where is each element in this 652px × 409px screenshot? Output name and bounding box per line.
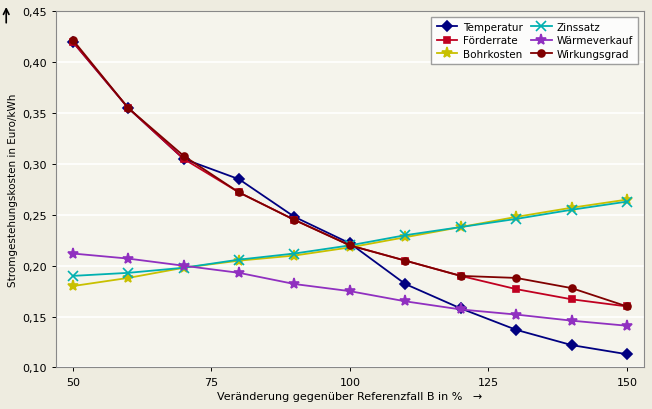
Temperatur (291, 215, 299, 220)
Bohrkosten (125, 276, 132, 281)
Bohrkosten (512, 215, 520, 220)
Wärmeverkauf (512, 312, 520, 317)
Förderrate (125, 106, 132, 111)
Wärmeverkauf (291, 282, 299, 287)
Temperatur (512, 328, 520, 333)
Wirkungsgrad (623, 304, 631, 309)
Bohrkosten (180, 265, 188, 270)
Wärmeverkauf (346, 289, 354, 294)
Bohrkosten (291, 254, 299, 258)
Zinssatz (402, 233, 409, 238)
Y-axis label: Stromgestehungskosten in Euro/kWh: Stromgestehungskosten in Euro/kWh (8, 94, 18, 286)
Line: Zinssatz: Zinssatz (68, 197, 632, 281)
Zinssatz (346, 243, 354, 248)
Wärmeverkauf (125, 256, 132, 261)
Förderrate (69, 40, 77, 45)
Legend: Temperatur, Förderrate, Bohrkosten, Zinssatz, Wärmeverkauf, Wirkungsgrad: Temperatur, Förderrate, Bohrkosten, Zins… (432, 18, 638, 65)
Zinssatz (623, 200, 631, 204)
Zinssatz (291, 252, 299, 256)
Wirkungsgrad (69, 38, 77, 43)
Wärmeverkauf (69, 252, 77, 256)
Bohrkosten (568, 206, 576, 211)
Zinssatz (512, 217, 520, 222)
Wärmeverkauf (457, 307, 465, 312)
Bohrkosten (623, 198, 631, 202)
Wirkungsgrad (291, 218, 299, 223)
Bohrkosten (235, 258, 243, 263)
Wirkungsgrad (512, 276, 520, 281)
Wirkungsgrad (125, 106, 132, 111)
Line: Temperatur: Temperatur (69, 39, 630, 358)
Temperatur (457, 306, 465, 311)
Temperatur (402, 282, 409, 287)
Line: Wirkungsgrad: Wirkungsgrad (69, 37, 630, 310)
Bohrkosten (402, 235, 409, 240)
Zinssatz (180, 265, 188, 270)
Temperatur (180, 157, 188, 162)
Zinssatz (125, 271, 132, 276)
Bohrkosten (346, 245, 354, 250)
Förderrate (235, 191, 243, 196)
Wirkungsgrad (568, 286, 576, 291)
Line: Wärmeverkauf: Wärmeverkauf (67, 248, 632, 332)
Bohrkosten (457, 225, 465, 230)
Wirkungsgrad (180, 154, 188, 159)
Förderrate (512, 287, 520, 292)
Förderrate (402, 258, 409, 263)
Wärmeverkauf (623, 324, 631, 328)
Temperatur (235, 178, 243, 182)
Wärmeverkauf (402, 299, 409, 304)
Förderrate (457, 274, 465, 279)
Wärmeverkauf (235, 271, 243, 276)
Zinssatz (235, 258, 243, 263)
Temperatur (568, 343, 576, 348)
Temperatur (125, 106, 132, 111)
Line: Förderrate: Förderrate (69, 39, 630, 310)
Zinssatz (568, 208, 576, 213)
Förderrate (291, 218, 299, 223)
Förderrate (568, 297, 576, 302)
Wirkungsgrad (235, 191, 243, 196)
Wirkungsgrad (402, 258, 409, 263)
Förderrate (623, 304, 631, 309)
Bohrkosten (69, 284, 77, 289)
Temperatur (346, 241, 354, 246)
Zinssatz (69, 274, 77, 279)
Wirkungsgrad (346, 243, 354, 248)
Wärmeverkauf (568, 319, 576, 324)
Temperatur (69, 40, 77, 45)
Line: Bohrkosten: Bohrkosten (67, 195, 632, 292)
X-axis label: Veränderung gegenüber Referenzfall B in %   →: Veränderung gegenüber Referenzfall B in … (217, 391, 482, 401)
Zinssatz (457, 225, 465, 230)
Förderrate (346, 243, 354, 248)
Wirkungsgrad (457, 274, 465, 279)
Förderrate (180, 157, 188, 162)
Temperatur (623, 352, 631, 357)
Wärmeverkauf (180, 264, 188, 269)
